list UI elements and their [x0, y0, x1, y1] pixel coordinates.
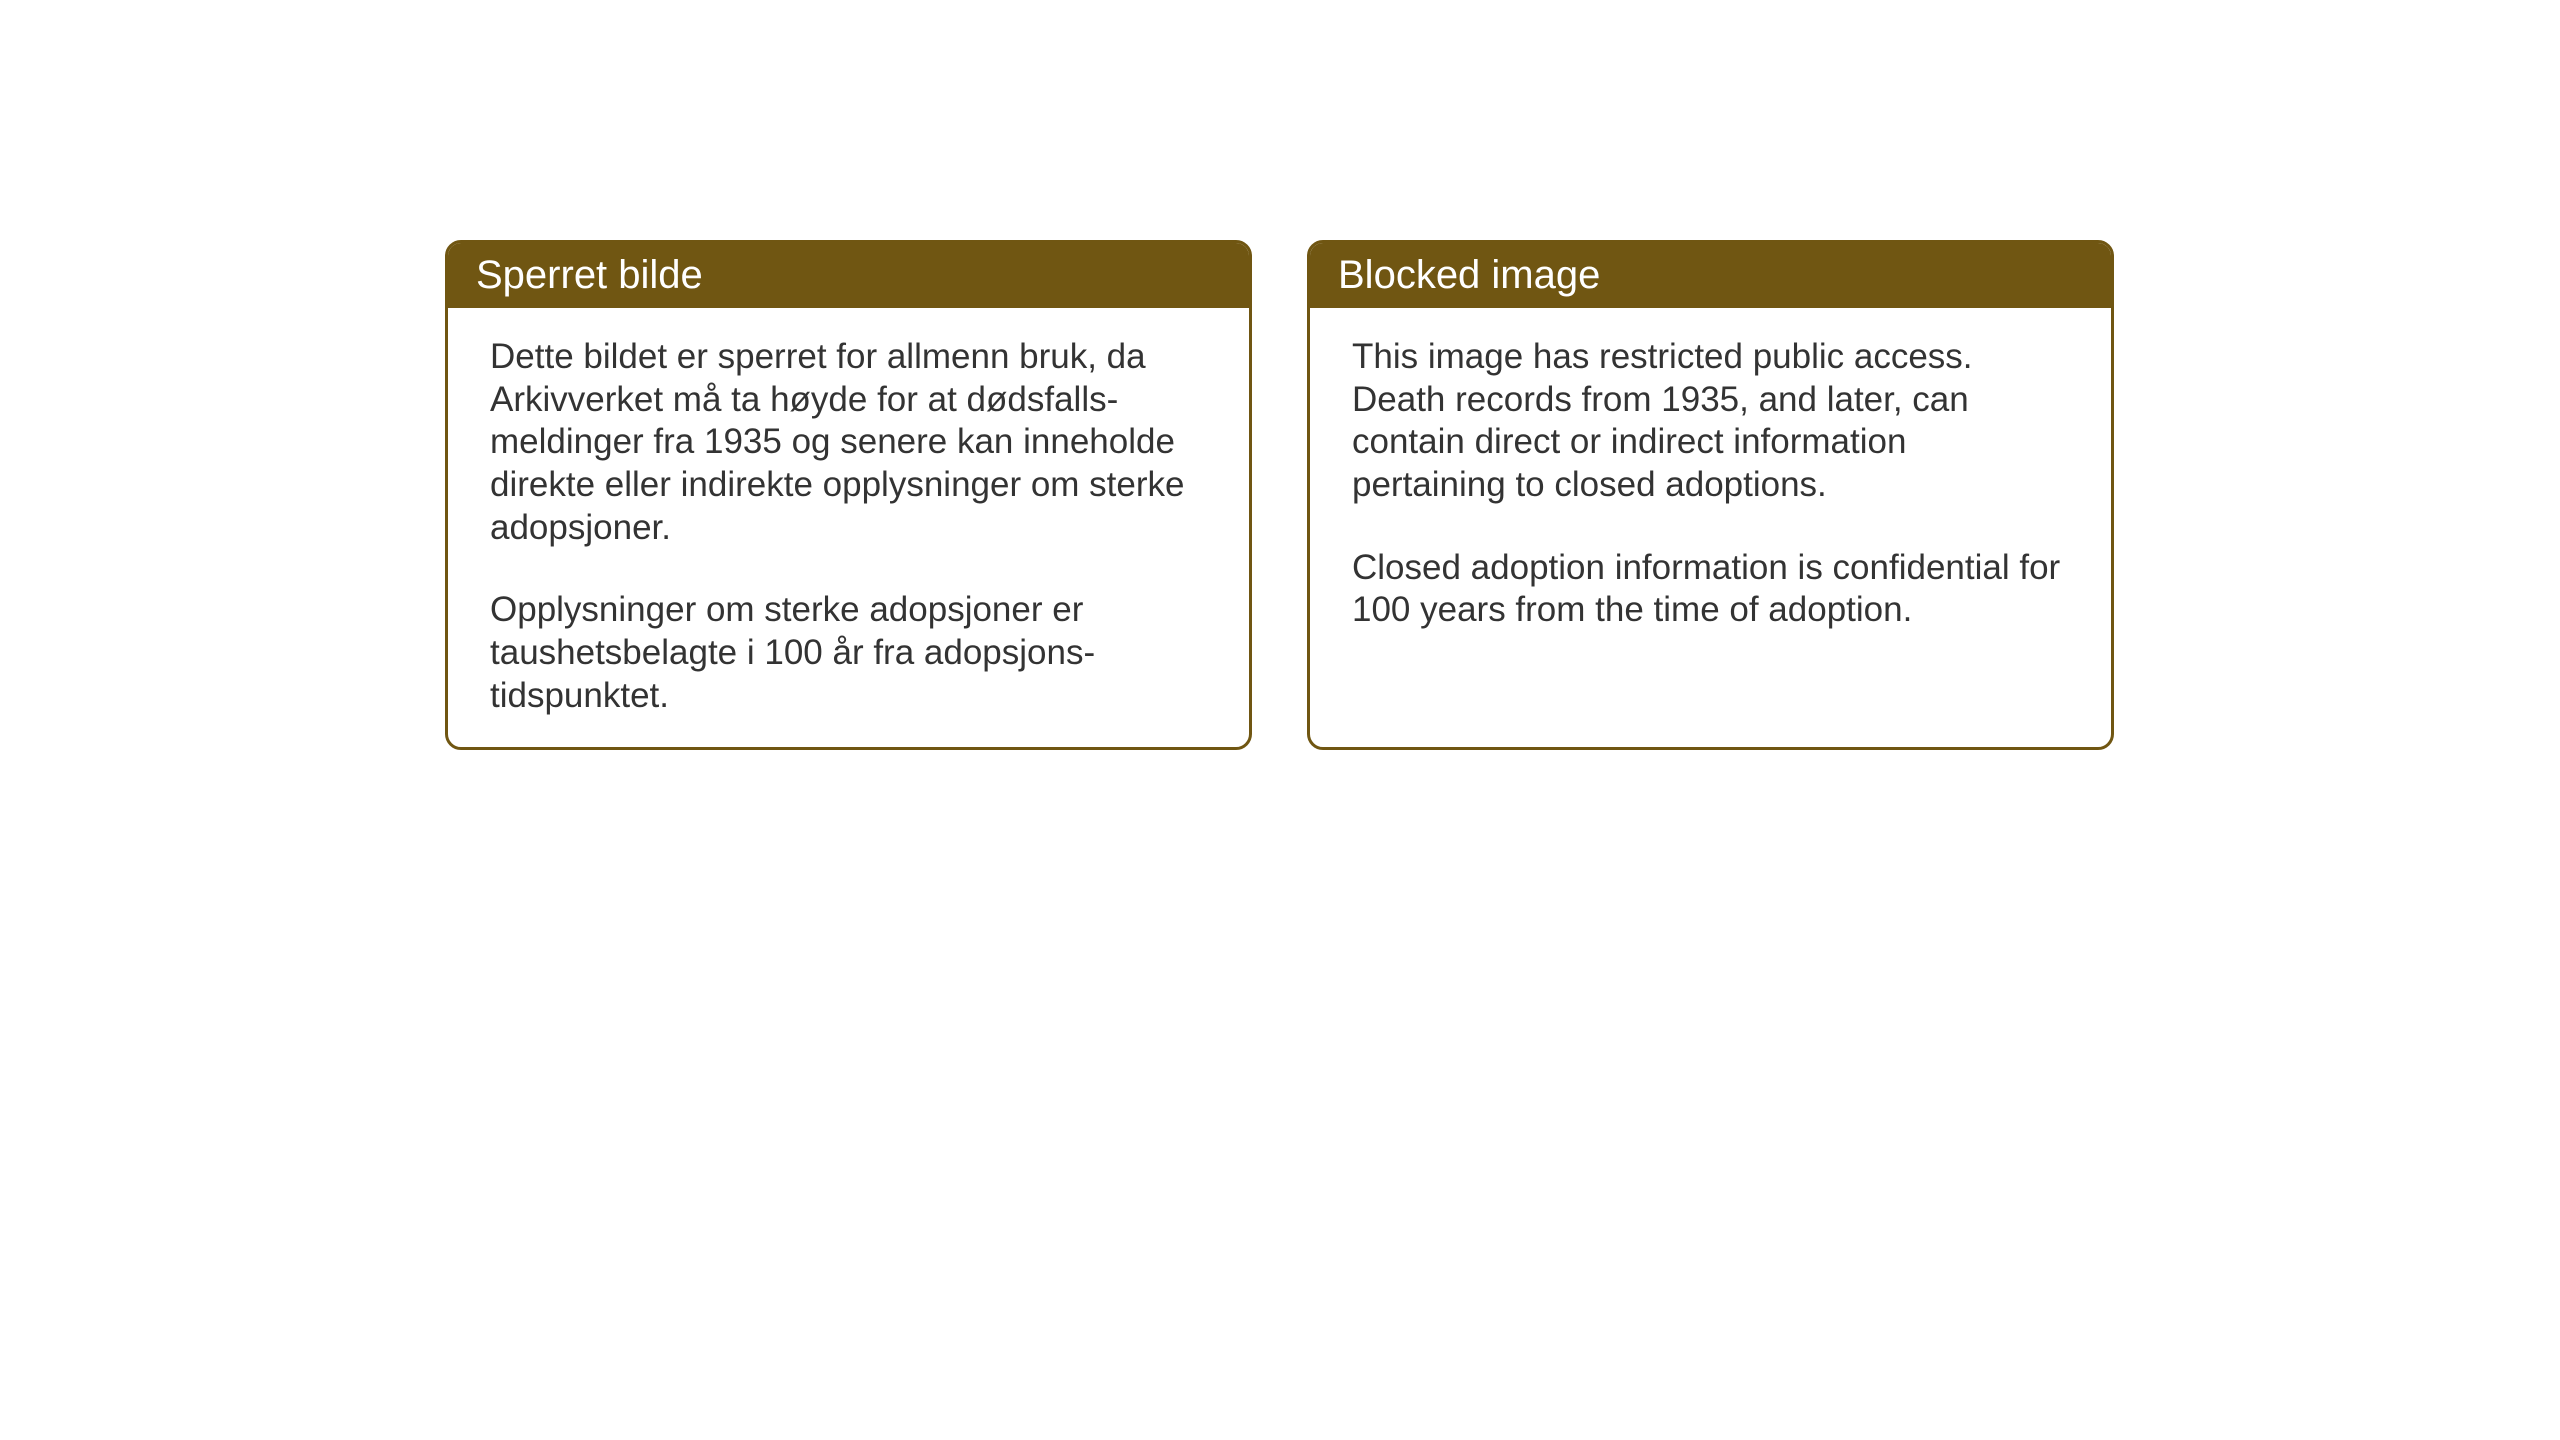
panel-norwegian-header: Sperret bilde	[448, 243, 1249, 308]
panel-norwegian: Sperret bilde Dette bildet er sperret fo…	[445, 240, 1252, 750]
panel-english-paragraph-1: This image has restricted public access.…	[1352, 336, 2069, 507]
panels-container: Sperret bilde Dette bildet er sperret fo…	[445, 240, 2114, 750]
panel-english-body: This image has restricted public access.…	[1310, 308, 2111, 666]
panel-english-header: Blocked image	[1310, 243, 2111, 308]
panel-norwegian-paragraph-1: Dette bildet er sperret for allmenn bruk…	[490, 336, 1207, 549]
panel-norwegian-body: Dette bildet er sperret for allmenn bruk…	[448, 308, 1249, 750]
panel-english-paragraph-2: Closed adoption information is confident…	[1352, 547, 2069, 632]
panel-norwegian-paragraph-2: Opplysninger om sterke adopsjoner er tau…	[490, 589, 1207, 717]
panel-english: Blocked image This image has restricted …	[1307, 240, 2114, 750]
